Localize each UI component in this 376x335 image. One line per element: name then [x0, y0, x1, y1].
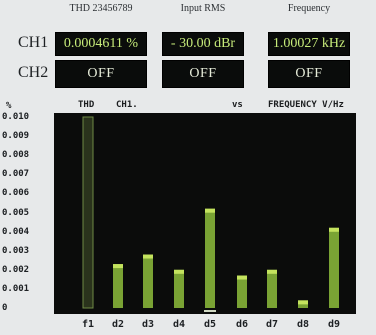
y-tick-label: 0: [2, 303, 8, 313]
bar-d4: [174, 269, 184, 308]
ch2-row-label: CH2: [18, 64, 49, 81]
bar-cap-d4: [174, 269, 184, 274]
bar-chart-svg: [82, 116, 339, 312]
chart-title-channel: CH1.: [116, 100, 138, 110]
ch1-rms-readout: - 30.00 dBr: [162, 32, 244, 56]
y-tick-label: 0.007: [2, 169, 30, 180]
rms-column-header: Input RMS: [180, 3, 226, 14]
ch1-frequency-readout: 1.00027 kHz: [268, 32, 350, 56]
bar-d2: [113, 264, 123, 308]
thd-column-header: THD 23456789: [69, 3, 133, 14]
x-tick-label: d7: [265, 319, 279, 330]
y-tick-label: 0.003: [2, 245, 30, 256]
y-axis-unit: %: [6, 101, 12, 111]
y-tick-label: 0.006: [2, 188, 30, 199]
bar-cap-d2: [113, 264, 123, 269]
bar-cap-d5: [205, 208, 215, 213]
y-tick-label: 0.001: [2, 283, 30, 294]
ch2-rms-readout: OFF: [162, 60, 244, 88]
bar-cap-d7: [267, 269, 277, 274]
ch1-thd-readout: 0.0004611 %: [55, 32, 147, 56]
bar-cap-d6: [237, 275, 247, 280]
harmonic-cursor-marker: [204, 310, 216, 312]
chart-title-vs: vs: [232, 100, 243, 110]
ch2-frequency-readout: OFF: [268, 60, 350, 88]
bar-d3: [143, 254, 153, 308]
x-tick-label: d3: [141, 319, 155, 330]
x-tick-label: d6: [235, 319, 249, 330]
ch2-thd-readout: OFF: [55, 60, 147, 88]
x-tick-label: d8: [296, 319, 310, 330]
x-tick-label: d4: [172, 319, 186, 330]
bar-f1: [82, 116, 94, 309]
chart-title-measure: THD: [78, 100, 95, 110]
thd-spectrum-plot: [54, 113, 356, 314]
y-tick-label: 0.004: [2, 226, 30, 237]
bar-cap-d3: [143, 254, 153, 259]
bar-cap-d8: [298, 300, 308, 305]
bar-d7: [267, 269, 277, 308]
y-tick-label: 0.005: [2, 207, 30, 218]
y-tick-label: 0.002: [2, 264, 30, 275]
y-tick-label: 0.008: [2, 150, 30, 161]
y-tick-label: 0.010: [2, 112, 30, 122]
x-tick-label: d9: [327, 319, 341, 330]
frequency-column-header: Frequency: [287, 3, 331, 14]
x-tick-label: f1: [81, 319, 95, 330]
bar-d6: [237, 275, 247, 308]
bar-d5: [205, 208, 215, 308]
bar-d9: [329, 227, 339, 308]
bar-cap-d9: [329, 227, 339, 232]
x-tick-label: d2: [111, 319, 125, 330]
x-tick-label: d5: [203, 319, 217, 330]
y-tick-label: 0.009: [2, 131, 30, 142]
chart-title-axis: FREQUENCY V/Hz: [268, 100, 344, 110]
ch1-row-label: CH1: [18, 34, 49, 51]
